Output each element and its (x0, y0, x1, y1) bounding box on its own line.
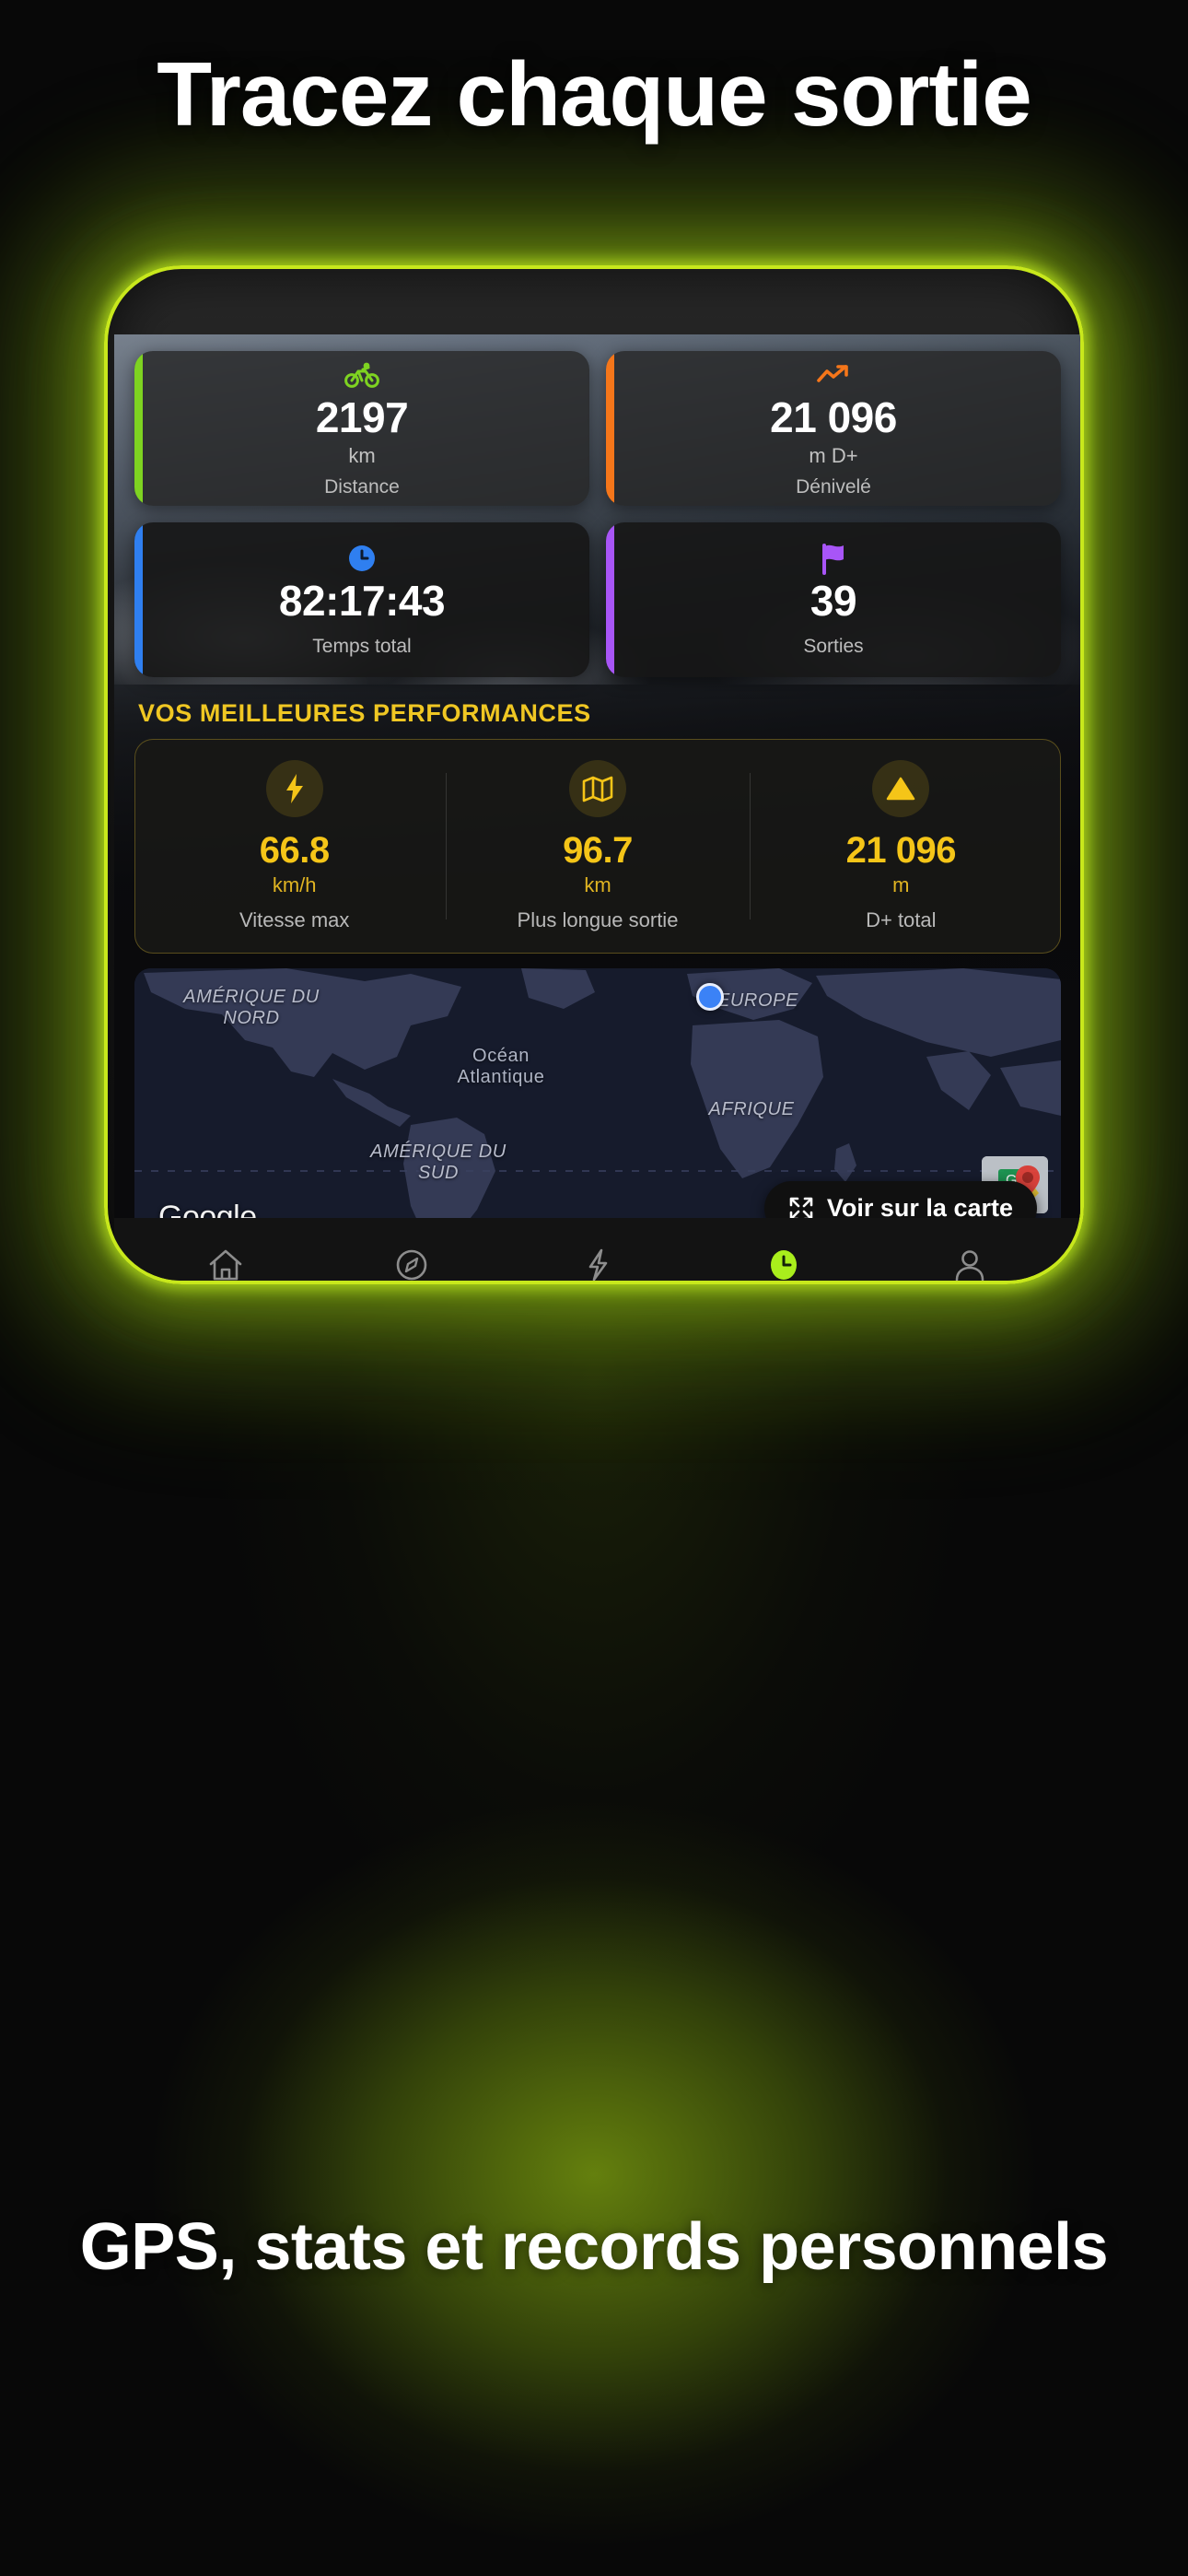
performance-label: D+ total (866, 908, 937, 931)
app-screen: Col de Co (114, 334, 1080, 1218)
stat-card-elevation[interactable]: 21 096 m D+ Dénivelé (606, 351, 1061, 506)
stat-value: 21 096 (770, 393, 897, 442)
stat-accent-bar (134, 522, 143, 677)
performances-section-title: VOS MEILLEURES PERFORMANCES (138, 699, 591, 727)
stat-accent-bar (134, 351, 143, 506)
stat-label: Distance (324, 475, 400, 498)
clock-filled-icon (764, 1247, 803, 1281)
bottom-navigation: Accueil Explorer Défis (114, 1218, 1080, 1281)
promo-headline: Tracez chaque sortie (157, 43, 1032, 145)
nav-item-accueil[interactable]: Accueil (133, 1247, 319, 1281)
stat-accent-bar (606, 522, 614, 677)
performance-unit: m (892, 873, 910, 896)
performance-value: 21 096 (845, 830, 957, 871)
performance-value: 66.8 (259, 830, 330, 871)
map-label-north-america: AMÉRIQUE DU NORD (183, 987, 320, 1028)
stat-accent-bar (606, 351, 614, 506)
stat-value: 39 (809, 577, 857, 626)
view-on-map-label: Voir sur la carte (826, 1194, 1013, 1218)
performance-value: 96.7 (563, 830, 633, 871)
map-label-south-america: AMÉRIQUE DU SUD (370, 1142, 507, 1183)
performance-label: Plus longue sortie (517, 908, 679, 931)
stat-unit: m D+ (809, 443, 858, 467)
world-map[interactable]: AMÉRIQUE DU NORD EUROPE Océan Atlantique… (134, 968, 1061, 1218)
google-attribution: Google (158, 1200, 257, 1218)
map-label-atlantic-ocean: Océan Atlantique (457, 1046, 545, 1087)
performance-unit: km/h (272, 873, 317, 896)
bicycle-icon (344, 358, 379, 392)
performance-item-max-speed[interactable]: 66.8 km/h Vitesse max (143, 760, 446, 932)
stat-label: Sorties (803, 635, 864, 657)
performance-label: Vitesse max (239, 908, 350, 931)
stat-value: 2197 (315, 393, 409, 442)
stat-cards-grid: 2197 km Distance 21 096 m D+ Dénivelé (134, 351, 1061, 677)
home-icon (206, 1247, 245, 1281)
map-location-marker[interactable] (696, 983, 724, 1011)
stat-card-distance[interactable]: 2197 km Distance (134, 351, 589, 506)
nav-item-activite[interactable]: Activité (691, 1247, 877, 1281)
map-label-europe: EUROPE (716, 990, 799, 1011)
expand-icon (788, 1196, 814, 1218)
promo-caption: GPS, stats et records personnels (79, 2210, 1109, 2284)
trending-up-icon (815, 358, 852, 392)
performances-card: 66.8 km/h Vitesse max 96.7 km Plus longu… (134, 739, 1061, 954)
clock-icon (346, 542, 378, 575)
stat-label: Temps total (312, 635, 412, 657)
stat-card-rides[interactable]: 39 Sorties (606, 522, 1061, 677)
performance-unit: km (584, 873, 611, 896)
map-label-africa: AFRIQUE (708, 1099, 795, 1119)
view-on-map-button[interactable]: Voir sur la carte (763, 1181, 1037, 1218)
stat-unit: km (348, 443, 376, 467)
phone-mockup: Col de Co (104, 265, 1084, 1284)
mountain-icon (872, 760, 930, 817)
nav-item-defis[interactable]: Défis (505, 1247, 691, 1281)
map-icon (568, 760, 626, 817)
map-canvas (134, 968, 1061, 1218)
stat-card-time[interactable]: 82:17:43 Temps total (134, 522, 589, 677)
bolt-outline-icon (578, 1247, 617, 1281)
person-icon (950, 1247, 989, 1281)
stat-value: 82:17:43 (278, 577, 446, 626)
performance-item-total-elevation[interactable]: 21 096 m D+ total (749, 760, 1053, 932)
nav-item-explorer[interactable]: Explorer (319, 1247, 505, 1281)
bolt-icon (265, 760, 323, 817)
flag-icon (819, 542, 848, 576)
performance-item-longest-ride[interactable]: 96.7 km Plus longue sortie (446, 760, 749, 932)
nav-item-profil[interactable]: Profil (877, 1247, 1063, 1281)
stat-label: Dénivelé (796, 475, 871, 498)
compass-icon (392, 1247, 431, 1281)
